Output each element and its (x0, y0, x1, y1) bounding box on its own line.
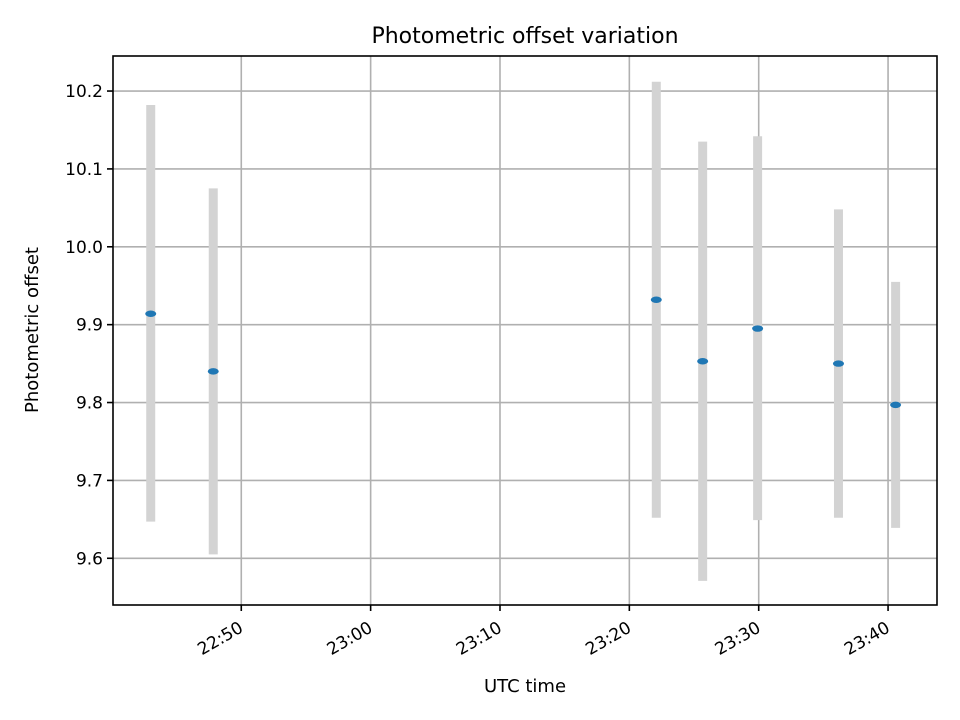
data-markers (145, 296, 902, 409)
data-point (832, 360, 844, 367)
x-tick-label: 23:00 (324, 618, 376, 660)
y-axis-label: Photometric offset (22, 247, 43, 413)
data-point (207, 368, 219, 375)
data-point (752, 325, 764, 332)
data-point (697, 358, 709, 365)
x-tick-label: 23:20 (582, 618, 634, 660)
data-point (650, 296, 662, 303)
x-tick-label: 23:30 (712, 618, 764, 660)
x-axis-ticks: 22:50 23:00 23:10 23:20 23:30 23:40 (194, 605, 894, 660)
data-point (890, 401, 902, 409)
grid-lines (113, 56, 937, 605)
y-tick-label: 10.2 (65, 82, 103, 102)
chart-title: Photometric offset variation (371, 24, 678, 49)
data-point (145, 310, 157, 317)
y-tick-label: 10.1 (65, 160, 103, 180)
y-axis-ticks: 9.6 9.7 9.8 9.9 10.0 10.1 10.2 (65, 82, 113, 569)
error-bars (146, 81, 901, 581)
x-tick-label: 22:50 (194, 618, 246, 660)
y-tick-label: 9.6 (76, 549, 103, 569)
plot-frame (112, 55, 938, 606)
y-tick-label: 9.8 (76, 394, 103, 414)
x-axis-label: UTC time (484, 676, 566, 697)
y-tick-label: 9.7 (76, 471, 103, 491)
x-tick-label: 23:10 (453, 618, 505, 660)
y-tick-label: 10.0 (65, 238, 103, 258)
x-tick-label: 23:40 (841, 618, 893, 660)
y-tick-label: 9.9 (76, 316, 103, 336)
